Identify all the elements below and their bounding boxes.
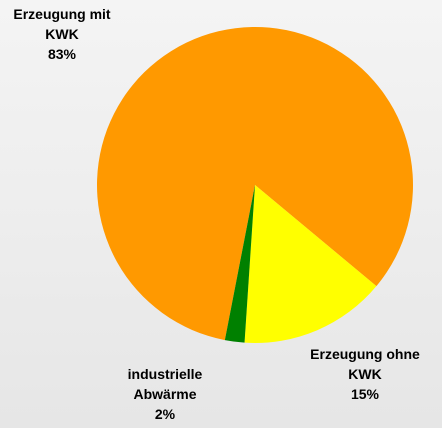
category-label: industrielle Abwärme (127, 366, 203, 402)
pie-slice (96, 27, 414, 341)
value-label: 83% (47, 46, 77, 62)
slice-label: Erzeugung ohne KWK 15% (292, 344, 438, 404)
pie-slice (244, 185, 377, 343)
category-label: Erzeugung mit KWK (13, 6, 111, 42)
value-label: 2% (154, 406, 176, 422)
slice-label: Erzeugung mit KWK 83% (2, 4, 122, 64)
value-label: 15% (350, 386, 380, 402)
slice-label: industrielle Abwärme 2% (110, 364, 220, 424)
pie-slice (224, 185, 255, 343)
category-label: Erzeugung ohne KWK (310, 346, 420, 382)
